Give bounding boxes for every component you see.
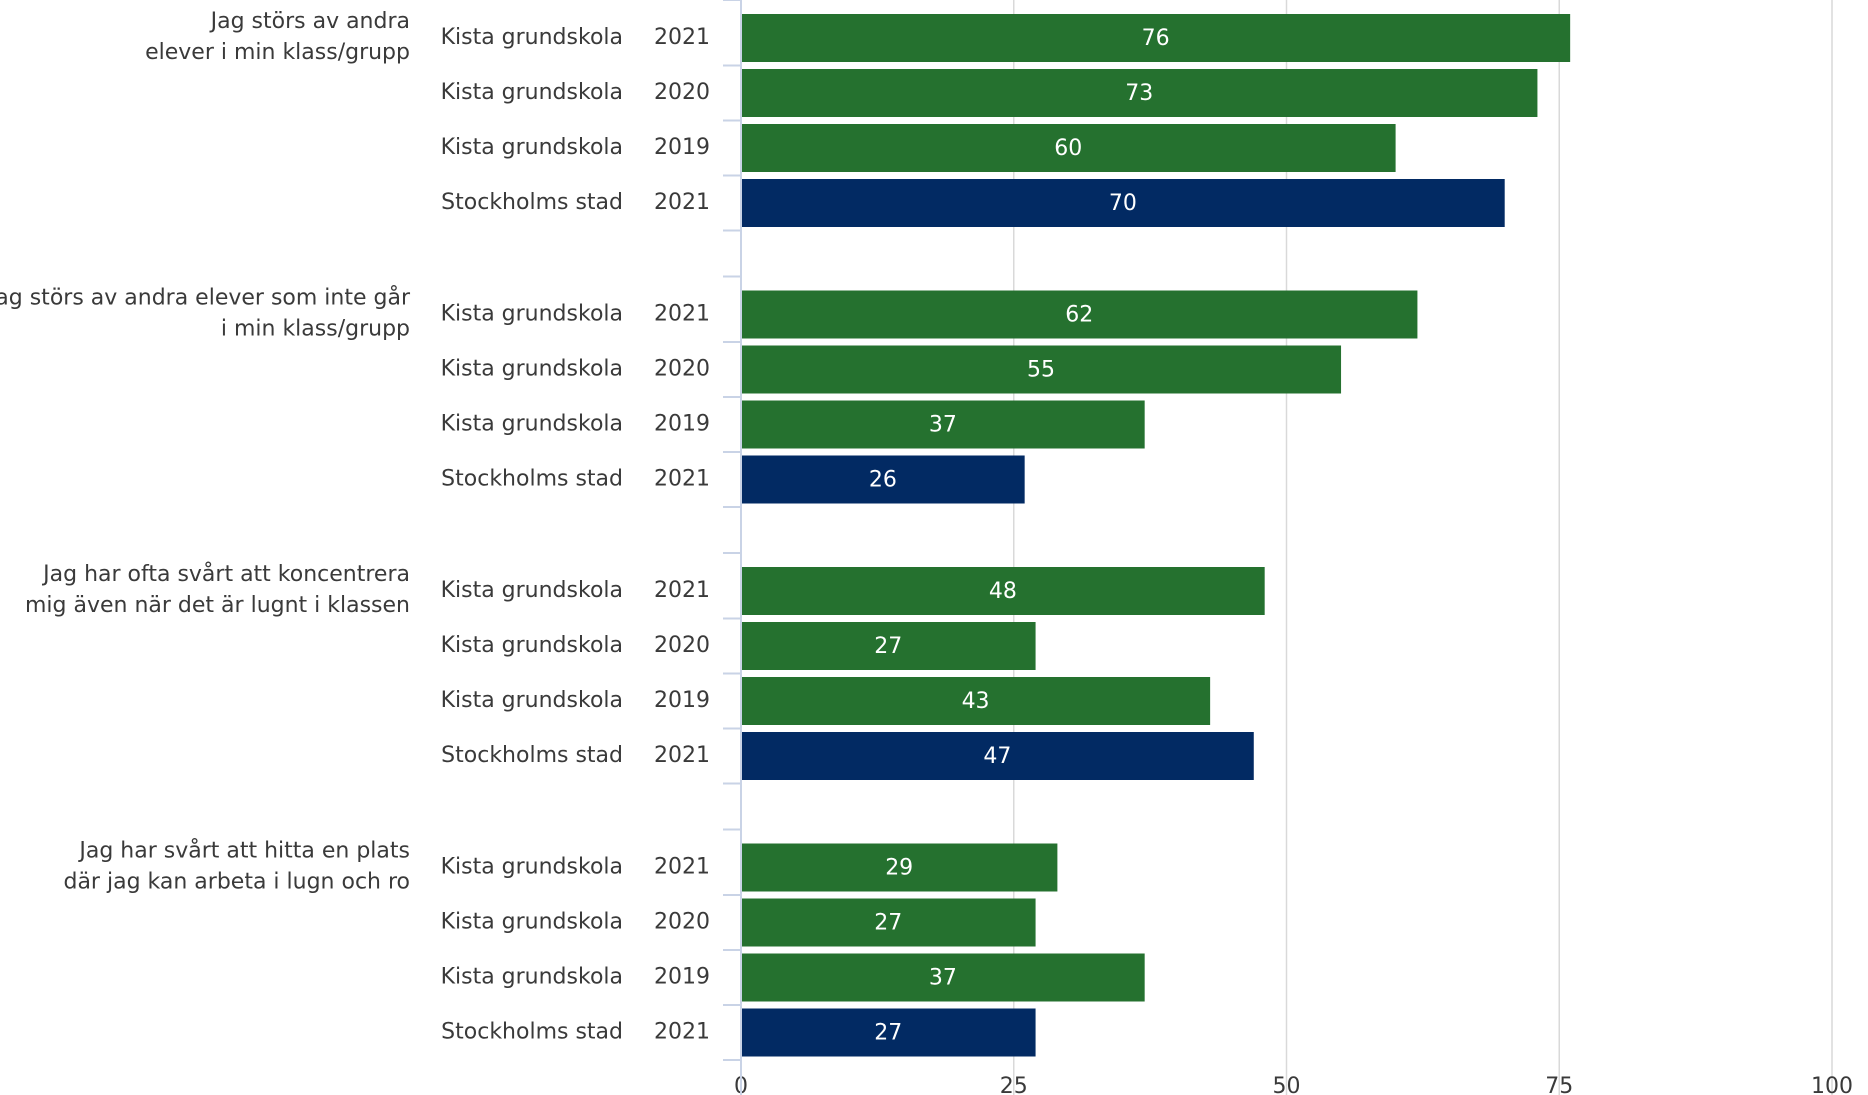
row-unit-label: Kista grundskola — [441, 135, 623, 160]
bar — [742, 1008, 1036, 1057]
bar — [742, 345, 1342, 394]
row-unit-label: Stockholms stad — [441, 467, 623, 492]
row-year-label: 2019 — [654, 412, 710, 437]
question-label: Jag störs av andra — [209, 9, 410, 34]
row-year-label: 2021 — [654, 1020, 710, 1045]
row-year-label: 2021 — [654, 467, 710, 492]
bar-value-label: 37 — [929, 966, 957, 991]
row-year-label: 2020 — [654, 633, 710, 658]
question-label: elever i min klass/grupp — [145, 40, 410, 65]
row-unit-label: Kista grundskola — [441, 965, 623, 990]
row-unit-label: Stockholms stad — [441, 743, 623, 768]
bar-value-label: 27 — [874, 911, 902, 936]
bar — [742, 898, 1036, 947]
bar-value-label: 60 — [1054, 136, 1082, 161]
bar-value-label: 26 — [869, 468, 897, 493]
question-label: Jag har ofta svårt att koncentrera — [41, 561, 410, 587]
row-year-label: 2021 — [654, 25, 710, 50]
row-unit-label: Kista grundskola — [441, 578, 623, 603]
row-year-label: 2019 — [654, 135, 710, 160]
bar-value-label: 62 — [1065, 303, 1093, 328]
row-unit-label: Kista grundskola — [441, 910, 623, 935]
row-unit-label: Kista grundskola — [441, 25, 623, 50]
bar — [742, 953, 1145, 1002]
row-year-label: 2021 — [654, 578, 710, 603]
row-year-label: 2021 — [654, 302, 710, 327]
bar — [742, 732, 1254, 780]
row-year-label: 2019 — [654, 965, 710, 990]
question-label: där jag kan arbeta i lugn och ro — [63, 870, 410, 895]
row-unit-label: Kista grundskola — [441, 302, 623, 327]
bar-value-label: 29 — [885, 856, 913, 881]
row-year-label: 2020 — [654, 80, 710, 105]
bar — [742, 843, 1058, 892]
bar-value-label: 47 — [983, 744, 1011, 769]
row-unit-label: Kista grundskola — [441, 80, 623, 105]
x-tick-label: 50 — [1273, 1074, 1301, 1095]
bar-value-label: 76 — [1142, 26, 1170, 51]
row-year-label: 2019 — [654, 688, 710, 713]
row-year-label: 2021 — [654, 855, 710, 880]
bar — [742, 124, 1396, 172]
bar-value-label: 70 — [1109, 191, 1137, 216]
bar — [742, 14, 1571, 62]
bar-value-label: 55 — [1027, 358, 1055, 383]
bar — [742, 677, 1211, 725]
x-tick-label: 75 — [1545, 1074, 1573, 1095]
bar — [742, 290, 1418, 339]
row-unit-label: Kista grundskola — [441, 357, 623, 382]
bar-value-label: 37 — [929, 413, 957, 438]
bar-value-label: 27 — [874, 634, 902, 659]
bar — [742, 622, 1036, 670]
x-tick-label: 25 — [1000, 1074, 1028, 1095]
bar — [742, 455, 1025, 504]
row-unit-label: Stockholms stad — [441, 1020, 623, 1045]
bar-value-label: 73 — [1125, 81, 1153, 106]
bar-value-label: 43 — [962, 689, 990, 714]
bar — [742, 69, 1538, 117]
bar-value-label: 48 — [989, 579, 1017, 604]
question-label: i min klass/grupp — [221, 317, 410, 342]
row-unit-label: Kista grundskola — [441, 412, 623, 437]
row-unit-label: Kista grundskola — [441, 855, 623, 880]
row-unit-label: Stockholms stad — [441, 190, 623, 215]
row-year-label: 2021 — [654, 743, 710, 768]
bar — [742, 179, 1505, 227]
row-unit-label: Kista grundskola — [441, 633, 623, 658]
bar — [742, 567, 1265, 615]
question-label: Jag störs av andra elever som inte går — [0, 285, 411, 311]
question-label: mig även när det är lugnt i klassen — [25, 593, 410, 618]
x-tick-label: 100 — [1811, 1074, 1853, 1095]
row-unit-label: Kista grundskola — [441, 688, 623, 713]
row-year-label: 2020 — [654, 357, 710, 382]
bar — [742, 400, 1145, 449]
row-year-label: 2021 — [654, 190, 710, 215]
bar-value-label: 27 — [874, 1021, 902, 1046]
question-label: Jag har svårt att hitta en plats — [77, 838, 410, 864]
row-year-label: 2020 — [654, 910, 710, 935]
